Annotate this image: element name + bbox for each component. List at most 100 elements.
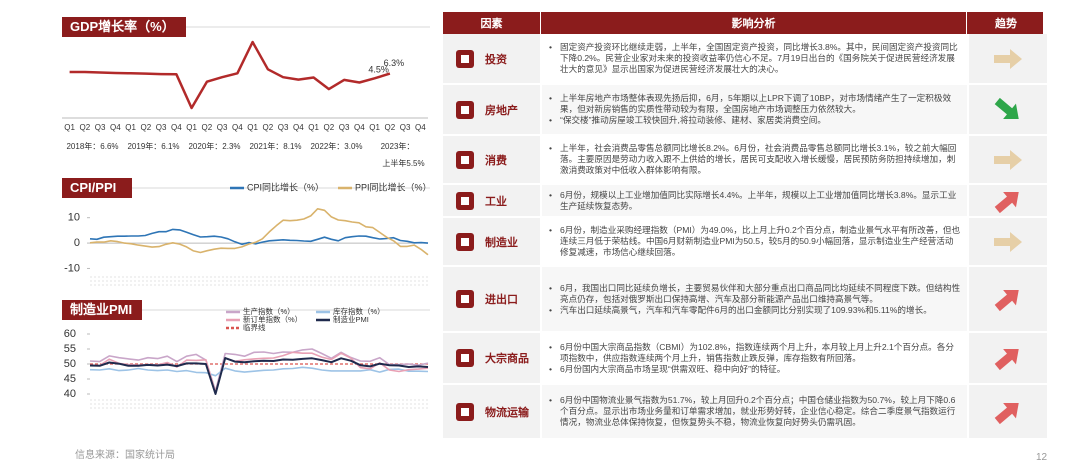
title-box	[62, 178, 132, 198]
charts-panel: GDP增长率（%） Q1 Q2 Q3 Q4 Q1 Q2 Q3 Q4 Q1 Q2 Q3 Q4 Q1 Q2 Q3 Q…	[62, 17, 432, 409]
year-annotation: 2020年：2.3%	[188, 141, 240, 151]
x-tick-label: Q1	[64, 123, 75, 132]
arrow-shape	[994, 97, 1019, 119]
factor-cell: 物流运输	[443, 385, 542, 438]
x-tick-label: Q2	[385, 123, 396, 132]
x-tick-label: Q4	[171, 123, 182, 132]
y-tick-label: 10	[68, 212, 80, 224]
factor-name: 消费	[485, 154, 507, 167]
gdp-line	[69, 40, 391, 110]
table-row: 投资 固定资产投资环比继续走弱，上半年，全国固定资产投资，同比增长3.8%。其中，…	[443, 34, 1047, 85]
bullet-text: 6月份，规模以上工业增加值同比实际增长4.4%。上半年，规模以上工业增加值同比增…	[546, 190, 961, 212]
analysis-cell: 固定资产投资环比继续走弱，上半年，全国固定资产投资，同比增长3.8%。其中，民间…	[542, 34, 967, 83]
factor-icon	[456, 100, 474, 119]
icon-detail	[461, 354, 469, 362]
arrow-shape	[994, 231, 1022, 252]
chart-title: 制造业PMI	[70, 302, 132, 317]
x-tick-label: Q4	[293, 123, 304, 132]
bullet-text: 6月份，制造业采购经理指数（PMI）为49.0%，比上月上升0.2个百分点，制造…	[546, 225, 961, 258]
data-label: 4.5%	[368, 65, 389, 75]
bullet-text: 汽车出口延续高景气，汽车和汽车零配件6月的出口金额同比分别实现了109.93%和…	[546, 305, 961, 316]
factor-icon	[456, 150, 474, 169]
legend-label: 生产指数（%）	[243, 306, 295, 316]
year-annotation: 上半年5.5%	[382, 158, 424, 168]
y-tick-label: 40	[64, 388, 76, 400]
header-cell: 影响分析	[541, 12, 967, 34]
x-tick-label: Q2	[141, 123, 152, 132]
analysis-cell: 6月份中国物流业景气指数为51.7%，较上月回升0.2个百分点；中国仓储业指数为…	[542, 385, 967, 438]
table-row: 工业 6月份，规模以上工业增加值同比实际增长4.4%。上半年，规模以上工业增加值同…	[443, 185, 1047, 218]
trend-cell	[967, 385, 1047, 438]
factor-name: 房地产	[485, 104, 518, 117]
x-tick-label: Q4	[110, 123, 121, 132]
legend-label: 制造业PMI	[333, 314, 369, 324]
arrow-shape	[994, 48, 1022, 69]
arrow-shape	[994, 149, 1022, 170]
trend-cell	[967, 85, 1047, 134]
table-row: 制造业 6月份，制造业采购经理指数（PMI）为49.0%，比上月上升0.2个百分点…	[443, 218, 1047, 267]
analysis-cell: 6月份，制造业采购经理指数（PMI）为49.0%，比上月上升0.2个百分点，制造…	[542, 218, 967, 265]
y-tick-label: 0	[74, 237, 80, 249]
trend-arrow	[994, 191, 1019, 213]
factor-icon	[456, 49, 474, 68]
x-tick-label: Q4	[232, 123, 243, 132]
trend-cell	[967, 218, 1047, 265]
bullet-text: 6月，我国出口同比延续负增长，主要贸易伙伴和大部分重点出口商品同比均延续不同程度…	[546, 283, 961, 305]
bullet-text: 上半年，社会消费品零售总额同比增长8.2%。6月份，社会消费品零售总额同比增长3…	[546, 143, 961, 176]
bullet-text: 6月份中国大宗商品指数（CBMI）为102.8%，指数连续两个月上升，本月较上月…	[546, 342, 961, 364]
icon-detail	[461, 105, 469, 114]
bullet-text: 上半年房地产市场整体表现先扬后抑，6月，5年期以上LPR下调了10BP，对市场情…	[546, 93, 961, 115]
icon-detail	[461, 196, 469, 205]
legend-label: 库存指数（%）	[333, 306, 385, 316]
factor-icon	[456, 232, 474, 251]
icon-detail	[461, 237, 469, 246]
y-tick-label: 60	[64, 328, 76, 340]
factor-icon	[456, 290, 474, 308]
bullet-text: 6月份中国物流业景气指数为51.7%，较上月回升0.2个百分点；中国仓储业指数为…	[546, 395, 961, 428]
source-note: 信息来源：国家统计局	[75, 450, 175, 461]
year-annotation: 2022年：3.0%	[310, 141, 362, 151]
legend-label: PPI同比增长（%）	[355, 181, 432, 192]
x-tick-label: Q3	[95, 123, 106, 132]
trend-arrow	[994, 149, 1022, 170]
x-tick-label: Q2	[202, 123, 213, 132]
factor-name: 制造业	[485, 236, 518, 249]
factor-cell: 消费	[443, 136, 542, 183]
trend-arrow	[994, 48, 1022, 69]
legend-label: 临界线	[243, 322, 266, 332]
factor-cell: 工业	[443, 185, 542, 216]
factor-icon	[456, 402, 474, 421]
page-number: 12	[1036, 452, 1048, 463]
icon-detail	[461, 54, 469, 63]
x-tick-label: Q2	[80, 123, 91, 132]
legend-label: CPI同比增长（%）	[247, 181, 324, 192]
factor-cell: 投资	[443, 34, 542, 83]
x-tick-label: Q1	[247, 123, 258, 132]
x-tick-label: Q1	[125, 123, 136, 132]
analysis-table: 因素 影响分析 趋势 投资 固定资产投资环比继续走弱，上半年，全国固定资产投资，同…	[443, 12, 1047, 440]
trend-cell	[967, 333, 1047, 383]
series-line	[89, 357, 429, 395]
y-tick-label: 55	[64, 343, 76, 355]
x-tick-label: Q3	[217, 123, 228, 132]
factor-name: 物流运输	[485, 406, 529, 419]
x-tick-label: Q3	[278, 123, 289, 132]
y-tick-label: 50	[64, 358, 76, 370]
factor-cell: 大宗商品	[443, 333, 542, 383]
arrow-shape	[994, 349, 1019, 371]
trend-arrow	[994, 402, 1019, 424]
factor-cell: 进出口	[443, 267, 542, 331]
table-row: 进出口 6月，我国出口同比延续负增长，主要贸易伙伴和大部分重点出口商品同比均延续不…	[443, 267, 1047, 333]
series-line	[89, 228, 429, 246]
analysis-cell: 上半年房地产市场整体表现先扬后抑，6月，5年期以上LPR下调了10BP，对市场情…	[542, 85, 967, 134]
trend-arrow	[994, 349, 1019, 371]
factor-name: 投资	[485, 53, 507, 66]
trend-arrow	[994, 97, 1019, 119]
year-annotation: 2018年：6.6%	[66, 141, 118, 151]
year-annotation: 2021年：8.1%	[249, 141, 301, 151]
factor-name: 进出口	[485, 294, 518, 306]
x-tick-label: Q3	[400, 123, 411, 132]
title-box	[62, 300, 142, 320]
header-cell: 因素	[443, 12, 541, 34]
arrow-shape	[994, 402, 1019, 424]
